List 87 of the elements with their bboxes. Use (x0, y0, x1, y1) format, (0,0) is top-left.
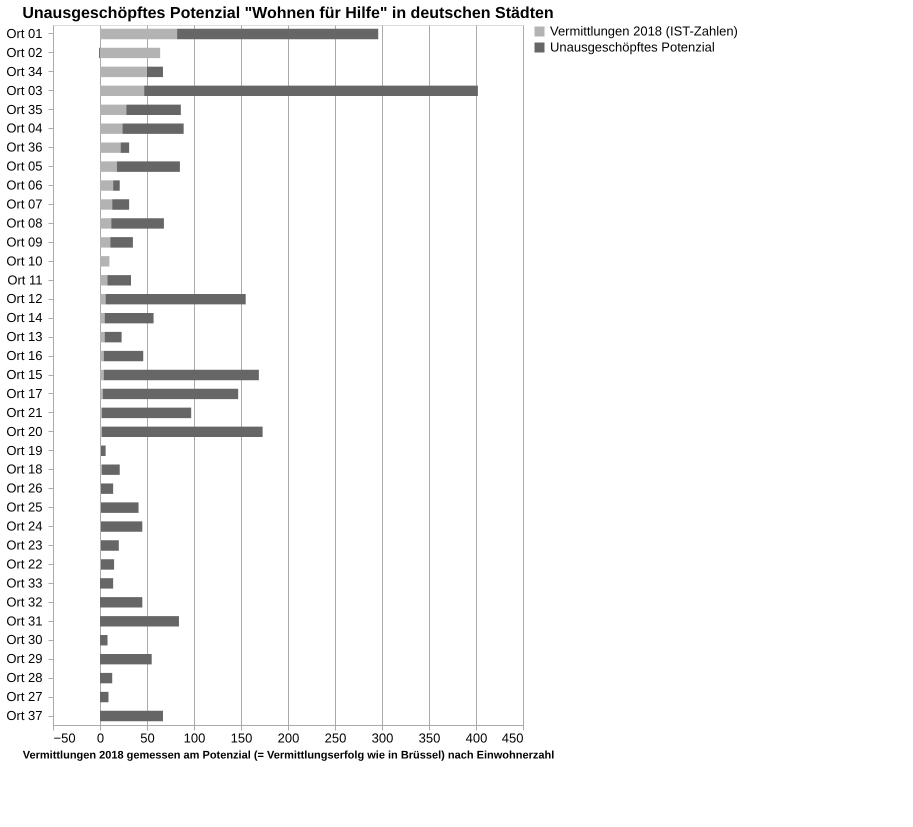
bar (126, 104, 181, 115)
bar (100, 692, 108, 702)
y-tick-label: Ort 04 (6, 120, 42, 136)
legend-label: Unausgeschöpftes Potenzial (550, 40, 715, 54)
y-tick-label: Ort 19 (6, 442, 42, 458)
bar (100, 597, 142, 608)
bar (100, 559, 114, 570)
y-tick-label: Ort 06 (6, 178, 42, 193)
y-tick-label: Ort 08 (6, 215, 42, 230)
bar (102, 388, 238, 400)
y-tick-label: Ort 12 (6, 291, 42, 306)
bar (100, 672, 112, 684)
x-tick-label: 350 (418, 730, 440, 746)
bar (104, 312, 154, 324)
y-tick-label: Ort 34 (6, 64, 42, 79)
y-tick-label: Ort 33 (6, 575, 42, 590)
x-axis-title: Vermittlungen 2018 gemessen am Potenzial (= Vermittlungserfolg wie in Brüssel) nach Einwohnerzahl (22, 750, 554, 762)
bar (102, 464, 120, 475)
y-tick-label: Ort 24 (6, 518, 42, 534)
x-tick-label: 200 (278, 730, 300, 746)
bar (147, 66, 163, 78)
y-tick-label: Ort 35 (6, 102, 42, 117)
x-tick-label: 150 (230, 730, 252, 746)
y-tick-label: Ort 15 (6, 367, 42, 382)
bar (100, 483, 114, 494)
bar (102, 426, 263, 438)
bar (110, 237, 133, 248)
y-tick-label: Ort 10 (6, 253, 42, 268)
bar (100, 578, 114, 589)
bar (122, 124, 184, 134)
y-tick-label: Ort 37 (6, 708, 42, 723)
bar (144, 86, 478, 96)
y-tick-label: Ort 23 (6, 538, 42, 552)
bar (112, 199, 130, 210)
y-tick-label: Ort 27 (6, 689, 42, 704)
y-tick-label: Ort 17 (6, 386, 42, 401)
x-tick-label: 300 (372, 730, 394, 746)
bar (116, 161, 180, 172)
bar (106, 294, 246, 304)
y-tick-label: Ort 16 (6, 348, 42, 364)
y-tick-label: Ort 29 (6, 651, 42, 666)
bar (100, 616, 179, 626)
bar (177, 28, 378, 40)
y-tick-label: Ort 02 (6, 44, 42, 60)
y-tick-label: Ort 07 (6, 196, 42, 212)
y-tick-label: Ort 22 (6, 556, 42, 572)
y-tick-label: Ort 01 (6, 26, 42, 41)
bar (104, 350, 144, 362)
y-tick-label: Ort 03 (6, 82, 42, 98)
y-tick-label: Ort 36 (6, 140, 42, 155)
bar (111, 218, 164, 229)
x-tick-label: 250 (324, 730, 346, 746)
y-tick-label: Ort 20 (6, 424, 42, 439)
bar (100, 521, 142, 532)
y-tick-label: Ort 32 (6, 594, 42, 610)
x-tick-label: 0 (96, 730, 104, 746)
x-tick-label: −50 (54, 730, 76, 746)
bar (100, 502, 139, 513)
x-tick-label: 100 (184, 730, 206, 746)
y-tick-label: Ort 14 (6, 310, 42, 326)
bar (100, 710, 163, 722)
bar (120, 142, 130, 153)
bar (104, 370, 259, 380)
y-tick-label: Ort 05 (6, 158, 42, 174)
y-tick-label: Ort 26 (6, 480, 42, 496)
y-tick-label: Ort 30 (6, 632, 42, 648)
y-tick-label: Ort 18 (6, 462, 42, 477)
legend-label: Vermittlungen 2018 (IST-Zahlen) (550, 24, 738, 38)
y-tick-label: Ort 25 (6, 500, 42, 515)
bar (102, 408, 192, 418)
x-tick-label: 400 (466, 730, 488, 746)
y-tick-label: Ort 31 (6, 613, 42, 628)
bar (108, 275, 132, 286)
y-tick-label: Ort 21 (6, 404, 42, 420)
bar (100, 446, 106, 456)
y-tick-label: Ort 13 (6, 329, 42, 344)
chart-title: Unausgeschöpftes Potenzial "Wohnen für Hilfe" in deutschen Städten (22, 5, 554, 22)
y-tick-label: Ort 09 (6, 234, 42, 250)
y-tick-label: Ort 28 (6, 670, 42, 686)
bar (100, 540, 119, 551)
bar (104, 332, 122, 342)
bar (100, 635, 108, 646)
y-tick-label: Ort 11 (7, 272, 42, 288)
bar (113, 180, 120, 191)
x-tick-label: 50 (140, 730, 155, 746)
bar (100, 654, 152, 664)
x-tick-label: 450 (502, 730, 524, 746)
